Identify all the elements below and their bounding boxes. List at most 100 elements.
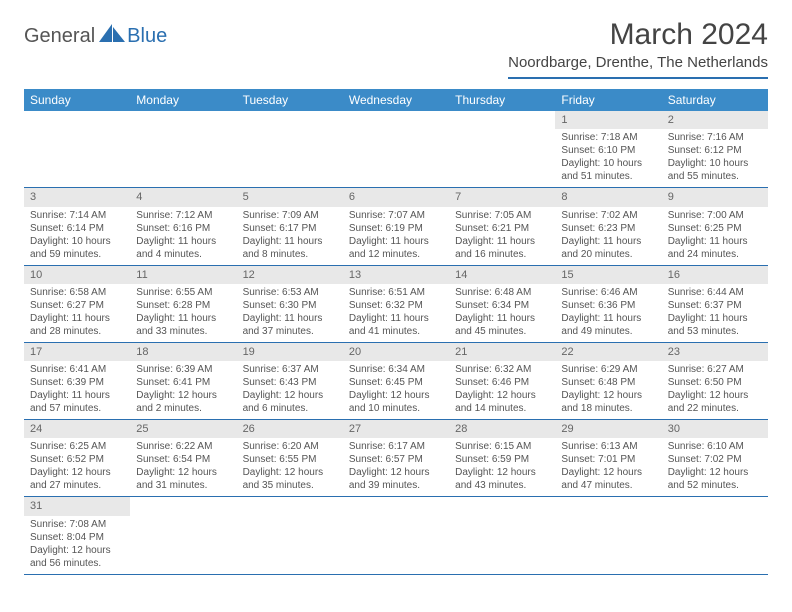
day-number: 12 <box>237 266 343 284</box>
sunrise-text: Sunrise: 6:46 AM <box>561 286 655 299</box>
sunset-text: Sunset: 6:39 PM <box>30 376 124 389</box>
daylight-text: Daylight: 10 hours <box>561 157 655 170</box>
daylight-text: and 8 minutes. <box>243 248 337 261</box>
sunset-text: Sunset: 6:52 PM <box>30 453 124 466</box>
day-body: Sunrise: 6:55 AMSunset: 6:28 PMDaylight:… <box>130 284 236 342</box>
daylight-text: Daylight: 11 hours <box>561 312 655 325</box>
logo-text-general: General <box>24 25 95 48</box>
sunset-text: Sunset: 6:55 PM <box>243 453 337 466</box>
day-number: 13 <box>343 266 449 284</box>
sunset-text: Sunset: 6:46 PM <box>455 376 549 389</box>
day-number: 11 <box>130 266 236 284</box>
day-cell: 5Sunrise: 7:09 AMSunset: 6:17 PMDaylight… <box>237 188 343 264</box>
day-body: Sunrise: 6:32 AMSunset: 6:46 PMDaylight:… <box>449 361 555 419</box>
day-number: 29 <box>555 420 661 438</box>
day-body: Sunrise: 7:14 AMSunset: 6:14 PMDaylight:… <box>24 207 130 265</box>
day-number: 31 <box>24 497 130 515</box>
sunset-text: Sunset: 6:34 PM <box>455 299 549 312</box>
location-text: Noordbarge, Drenthe, The Netherlands <box>508 54 768 79</box>
sunset-text: Sunset: 6:32 PM <box>349 299 443 312</box>
sunrise-text: Sunrise: 6:13 AM <box>561 440 655 453</box>
sunrise-text: Sunrise: 6:27 AM <box>668 363 762 376</box>
daylight-text: Daylight: 12 hours <box>349 466 443 479</box>
daylight-text: and 37 minutes. <box>243 325 337 338</box>
daylight-text: Daylight: 11 hours <box>136 235 230 248</box>
sunset-text: Sunset: 6:57 PM <box>349 453 443 466</box>
daylight-text: Daylight: 11 hours <box>243 235 337 248</box>
day-body: Sunrise: 7:05 AMSunset: 6:21 PMDaylight:… <box>449 207 555 265</box>
day-cell: 13Sunrise: 6:51 AMSunset: 6:32 PMDayligh… <box>343 266 449 342</box>
sunset-text: Sunset: 8:04 PM <box>30 531 124 544</box>
daylight-text: Daylight: 11 hours <box>30 389 124 402</box>
sunrise-text: Sunrise: 7:14 AM <box>30 209 124 222</box>
daylight-text: and 49 minutes. <box>561 325 655 338</box>
empty-cell <box>555 497 661 573</box>
day-number: 1 <box>555 111 661 129</box>
day-number: 19 <box>237 343 343 361</box>
day-body: Sunrise: 6:22 AMSunset: 6:54 PMDaylight:… <box>130 438 236 496</box>
day-header-cell: Sunday <box>24 89 130 111</box>
daylight-text: Daylight: 12 hours <box>455 466 549 479</box>
day-number: 25 <box>130 420 236 438</box>
empty-cell <box>130 111 236 187</box>
day-body: Sunrise: 7:18 AMSunset: 6:10 PMDaylight:… <box>555 129 661 187</box>
day-body: Sunrise: 6:48 AMSunset: 6:34 PMDaylight:… <box>449 284 555 342</box>
daylight-text: Daylight: 11 hours <box>455 235 549 248</box>
empty-cell <box>449 497 555 573</box>
daylight-text: Daylight: 12 hours <box>455 389 549 402</box>
daylight-text: and 39 minutes. <box>349 479 443 492</box>
empty-cell <box>343 497 449 573</box>
day-cell: 21Sunrise: 6:32 AMSunset: 6:46 PMDayligh… <box>449 343 555 419</box>
daylight-text: and 4 minutes. <box>136 248 230 261</box>
sunrise-text: Sunrise: 6:25 AM <box>30 440 124 453</box>
day-cell: 23Sunrise: 6:27 AMSunset: 6:50 PMDayligh… <box>662 343 768 419</box>
daylight-text: Daylight: 12 hours <box>243 389 337 402</box>
logo: General Blue <box>24 24 167 48</box>
day-cell: 18Sunrise: 6:39 AMSunset: 6:41 PMDayligh… <box>130 343 236 419</box>
empty-cell <box>24 111 130 187</box>
sunrise-text: Sunrise: 6:55 AM <box>136 286 230 299</box>
sunset-text: Sunset: 6:50 PM <box>668 376 762 389</box>
daylight-text: and 51 minutes. <box>561 170 655 183</box>
daylight-text: and 28 minutes. <box>30 325 124 338</box>
day-body: Sunrise: 6:51 AMSunset: 6:32 PMDaylight:… <box>343 284 449 342</box>
sunset-text: Sunset: 6:36 PM <box>561 299 655 312</box>
day-header-cell: Thursday <box>449 89 555 111</box>
sunrise-text: Sunrise: 6:41 AM <box>30 363 124 376</box>
sunset-text: Sunset: 6:37 PM <box>668 299 762 312</box>
week-row: 1Sunrise: 7:18 AMSunset: 6:10 PMDaylight… <box>24 111 768 188</box>
sunset-text: Sunset: 6:48 PM <box>561 376 655 389</box>
day-number: 14 <box>449 266 555 284</box>
day-body: Sunrise: 7:07 AMSunset: 6:19 PMDaylight:… <box>343 207 449 265</box>
day-cell: 31Sunrise: 7:08 AMSunset: 8:04 PMDayligh… <box>24 497 130 573</box>
week-row: 3Sunrise: 7:14 AMSunset: 6:14 PMDaylight… <box>24 188 768 265</box>
sunset-text: Sunset: 6:17 PM <box>243 222 337 235</box>
day-body: Sunrise: 6:15 AMSunset: 6:59 PMDaylight:… <box>449 438 555 496</box>
sunrise-text: Sunrise: 6:17 AM <box>349 440 443 453</box>
day-cell: 7Sunrise: 7:05 AMSunset: 6:21 PMDaylight… <box>449 188 555 264</box>
empty-cell <box>237 111 343 187</box>
daylight-text: and 2 minutes. <box>136 402 230 415</box>
sunrise-text: Sunrise: 6:29 AM <box>561 363 655 376</box>
day-number: 5 <box>237 188 343 206</box>
day-number: 10 <box>24 266 130 284</box>
month-title: March 2024 <box>508 18 768 52</box>
logo-sail-icon <box>99 24 125 42</box>
daylight-text: Daylight: 12 hours <box>668 389 762 402</box>
day-body: Sunrise: 6:41 AMSunset: 6:39 PMDaylight:… <box>24 361 130 419</box>
daylight-text: Daylight: 12 hours <box>30 544 124 557</box>
sunset-text: Sunset: 6:30 PM <box>243 299 337 312</box>
header: General Blue March 2024 Noordbarge, Dren… <box>24 18 768 79</box>
daylight-text: Daylight: 10 hours <box>668 157 762 170</box>
day-cell: 25Sunrise: 6:22 AMSunset: 6:54 PMDayligh… <box>130 420 236 496</box>
sunrise-text: Sunrise: 6:44 AM <box>668 286 762 299</box>
day-number: 2 <box>662 111 768 129</box>
sunset-text: Sunset: 6:45 PM <box>349 376 443 389</box>
sunrise-text: Sunrise: 6:20 AM <box>243 440 337 453</box>
day-cell: 9Sunrise: 7:00 AMSunset: 6:25 PMDaylight… <box>662 188 768 264</box>
sunrise-text: Sunrise: 7:00 AM <box>668 209 762 222</box>
daylight-text: Daylight: 12 hours <box>30 466 124 479</box>
week-row: 17Sunrise: 6:41 AMSunset: 6:39 PMDayligh… <box>24 343 768 420</box>
day-number: 9 <box>662 188 768 206</box>
daylight-text: Daylight: 12 hours <box>136 389 230 402</box>
